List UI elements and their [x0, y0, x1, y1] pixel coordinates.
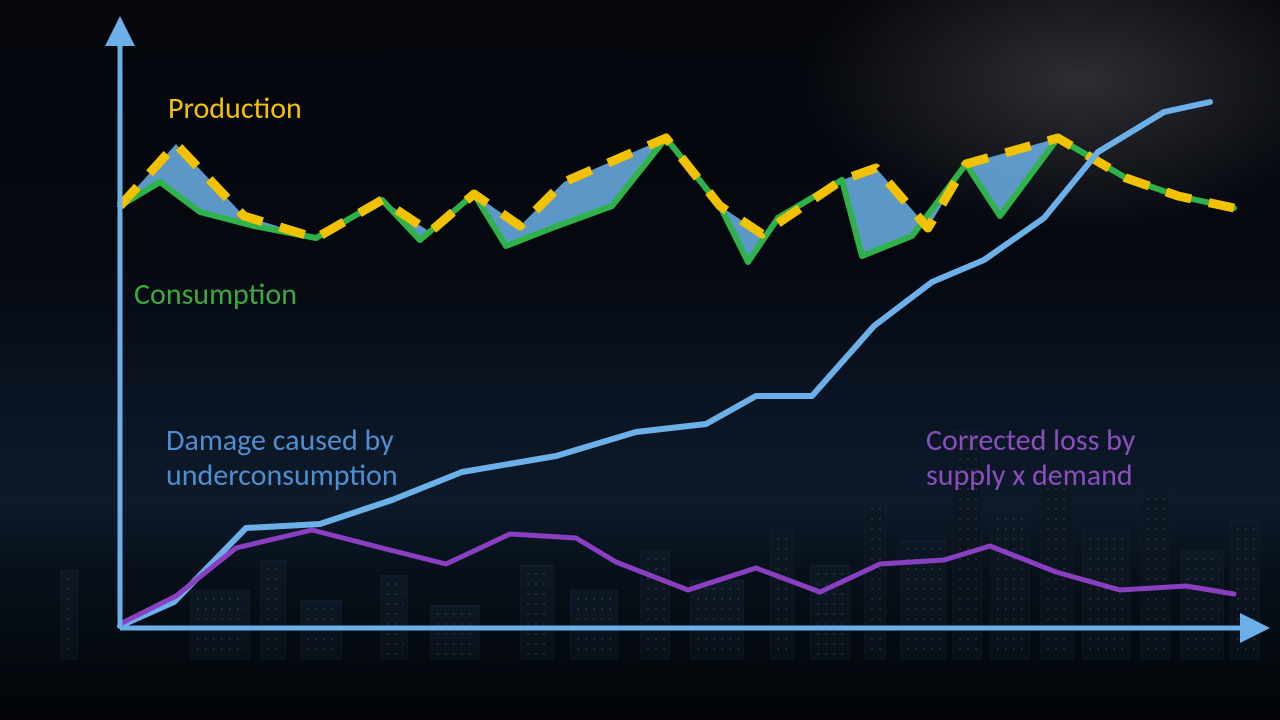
- chart-svg: [0, 0, 1280, 720]
- line-damage: [120, 102, 1210, 626]
- line-corrected: [120, 530, 1234, 624]
- line-consumption: [120, 138, 1234, 262]
- chart-stage: Production Consumption Damage caused by …: [0, 0, 1280, 720]
